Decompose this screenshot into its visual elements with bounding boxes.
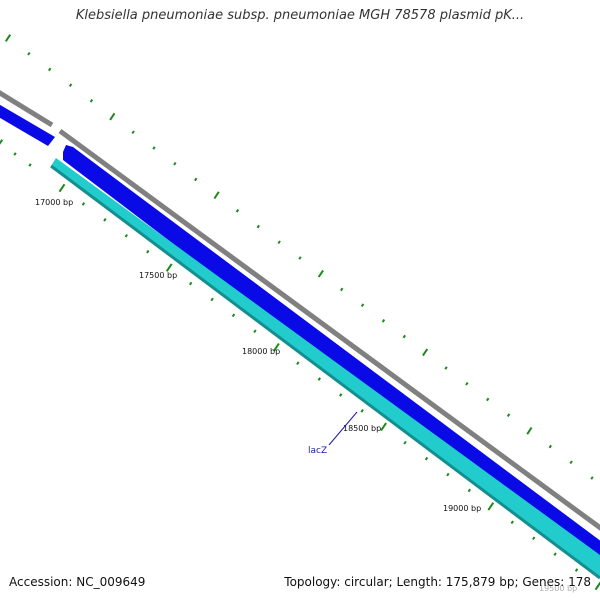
scale-tick-0	[58, 183, 66, 193]
scale-tick-8	[231, 313, 236, 318]
outer-tick-row-a-25	[526, 426, 533, 435]
accession-text: Accession: NC_009649	[9, 575, 146, 589]
scale-tick-22	[532, 536, 536, 541]
outer-tick-row-a-8	[173, 161, 177, 166]
outer-tick-row-a-21	[444, 366, 448, 370]
scale-tick-marks	[58, 183, 600, 591]
position-label-19500: 19500 bp	[539, 584, 577, 593]
plasmid-backbone-arc	[0, 90, 600, 531]
outer-tick-row-a-3	[68, 83, 73, 87]
scale-tick-18	[446, 472, 450, 477]
position-label-17500: 17500 bp	[139, 271, 177, 280]
scale-tick-25	[594, 581, 600, 591]
outer-tick-row-a-27	[569, 460, 573, 465]
scale-tick-7	[210, 297, 214, 302]
scale-tick-15	[380, 422, 387, 432]
scale-tick-3	[124, 233, 128, 238]
genome-summary-text: Topology: circular; Length: 175,879 bp; …	[284, 575, 591, 589]
outer-tick-row-a-13	[277, 240, 281, 245]
position-label-17000: 17000 bp	[35, 198, 73, 207]
forward-gene-arrow-left[interactable]	[0, 102, 55, 146]
scale-tick-19	[467, 488, 472, 493]
outer-tick-row-a-22	[465, 381, 469, 386]
scale-tick-21	[510, 520, 514, 525]
position-label-18000: 18000 bp	[242, 347, 280, 356]
outer-tick-row-a-2	[48, 67, 52, 72]
outer-tick-row-a-4	[89, 99, 94, 103]
scale-tick-11	[296, 361, 300, 365]
outer-tick-row-b-2	[28, 163, 32, 167]
outer-tick-row-a-7	[152, 146, 156, 150]
outer-tick-row-a-20	[422, 348, 429, 357]
scale-tick-12	[317, 377, 321, 381]
scale-tick-24	[574, 568, 579, 572]
outer-tick-row-b-1	[13, 152, 17, 156]
scale-tick-16	[403, 440, 407, 445]
outer-tick-row-a-15	[317, 269, 324, 278]
reverse-gene-arrow[interactable]	[51, 158, 600, 578]
scale-tick-9	[253, 329, 257, 334]
lacz-leader-line	[328, 411, 358, 446]
outer-tick-row-a-19	[402, 334, 406, 339]
scale-tick-23	[553, 552, 557, 556]
outer-tick-row-a-23	[486, 397, 490, 402]
outer-tick-row-a-12	[256, 224, 260, 229]
outer-tick-row-b-0	[0, 139, 4, 145]
outer-tick-row-a-26	[548, 444, 552, 449]
scale-tick-6	[188, 281, 193, 286]
outer-tick-row-a-17	[360, 303, 365, 307]
scale-tick-13	[339, 393, 343, 397]
scale-tick-10	[273, 342, 280, 352]
gene-label-lacz[interactable]: lacZ	[308, 446, 327, 456]
scale-tick-17	[424, 456, 429, 461]
outer-tick-row-a-16	[340, 287, 344, 292]
outer-tick-row-a-14	[298, 256, 302, 260]
reverse-gene-arrow-edge	[50, 164, 600, 580]
scale-tick-14	[360, 409, 364, 413]
outer-tick-row-a-0	[4, 34, 12, 42]
outer-tick-row-a-18	[381, 319, 386, 323]
outer-tick-row-a-9	[194, 177, 198, 182]
plasmid-map-title: Klebsiella pneumoniae subsp. pneumoniae …	[75, 8, 525, 23]
outer-tick-row-a-28	[590, 476, 594, 480]
scale-tick-20	[487, 502, 495, 511]
scale-tick-2	[103, 218, 107, 222]
scale-tick-4	[146, 249, 150, 254]
outer-tick-row-a-24	[506, 413, 511, 417]
outer-tick-marks	[0, 34, 594, 480]
outer-tick-row-a-10	[213, 191, 220, 200]
position-label-19000: 19000 bp	[443, 504, 481, 513]
position-label-18500: 18500 bp	[343, 424, 381, 433]
outer-tick-row-a-11	[235, 209, 240, 213]
outer-tick-row-a-6	[131, 130, 135, 135]
outer-tick-row-a-5	[109, 112, 116, 121]
scale-tick-5	[165, 263, 173, 272]
outer-tick-row-a-1	[27, 51, 31, 56]
scale-tick-1	[81, 202, 86, 206]
